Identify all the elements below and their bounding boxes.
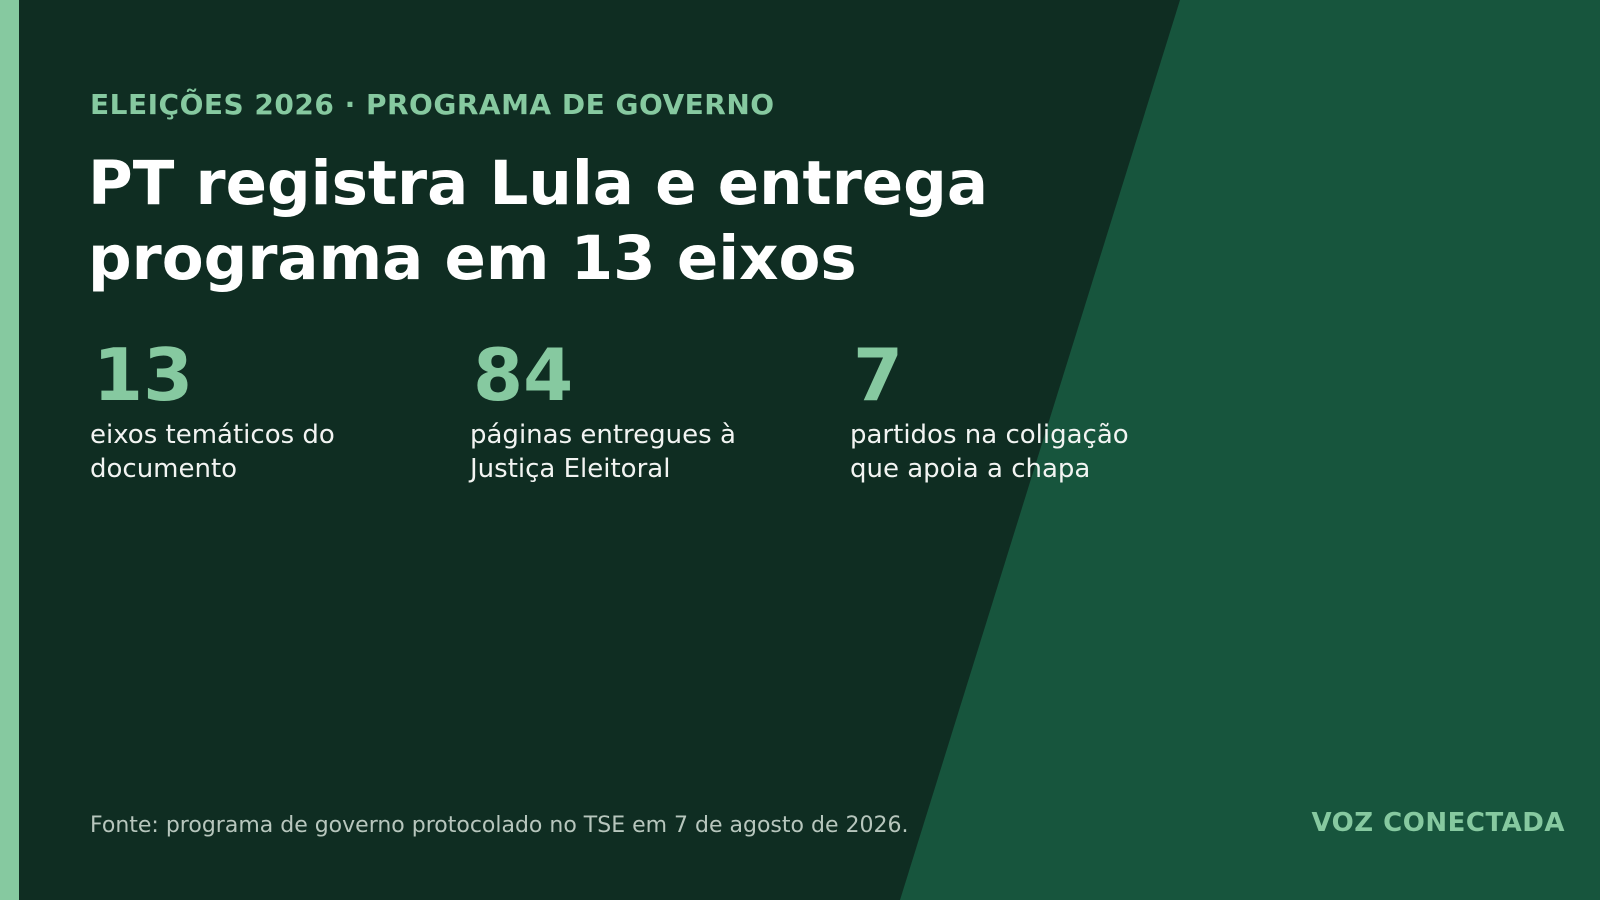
stat-value: 13 [93, 333, 194, 417]
source-note: Fonte: programa de governo protocolado n… [90, 813, 909, 838]
stat-label: páginas entregues à Justiça Eleitoral [470, 420, 736, 484]
stat-label: eixos temáticos do documento [90, 420, 335, 484]
left-accent-bar [0, 0, 19, 900]
stat-value: 7 [853, 333, 904, 417]
stat-paginas: 84 páginas entregues à Justiça Eleitoral [470, 332, 810, 486]
brand-logo-text: VOZ CONECTADA [1311, 808, 1565, 838]
section-kicker: ELEIÇÕES 2026 · PROGRAMA DE GOVERNO [90, 88, 775, 121]
stat-partidos: 7 partidos na coligação que apoia a chap… [850, 332, 1190, 486]
stat-label: partidos na coligação que apoia a chapa [850, 420, 1129, 484]
stat-eixos: 13 eixos temáticos do documento [90, 332, 430, 486]
headline: PT registra Lula e entrega programa em 1… [88, 148, 988, 294]
stat-value: 84 [473, 333, 574, 417]
